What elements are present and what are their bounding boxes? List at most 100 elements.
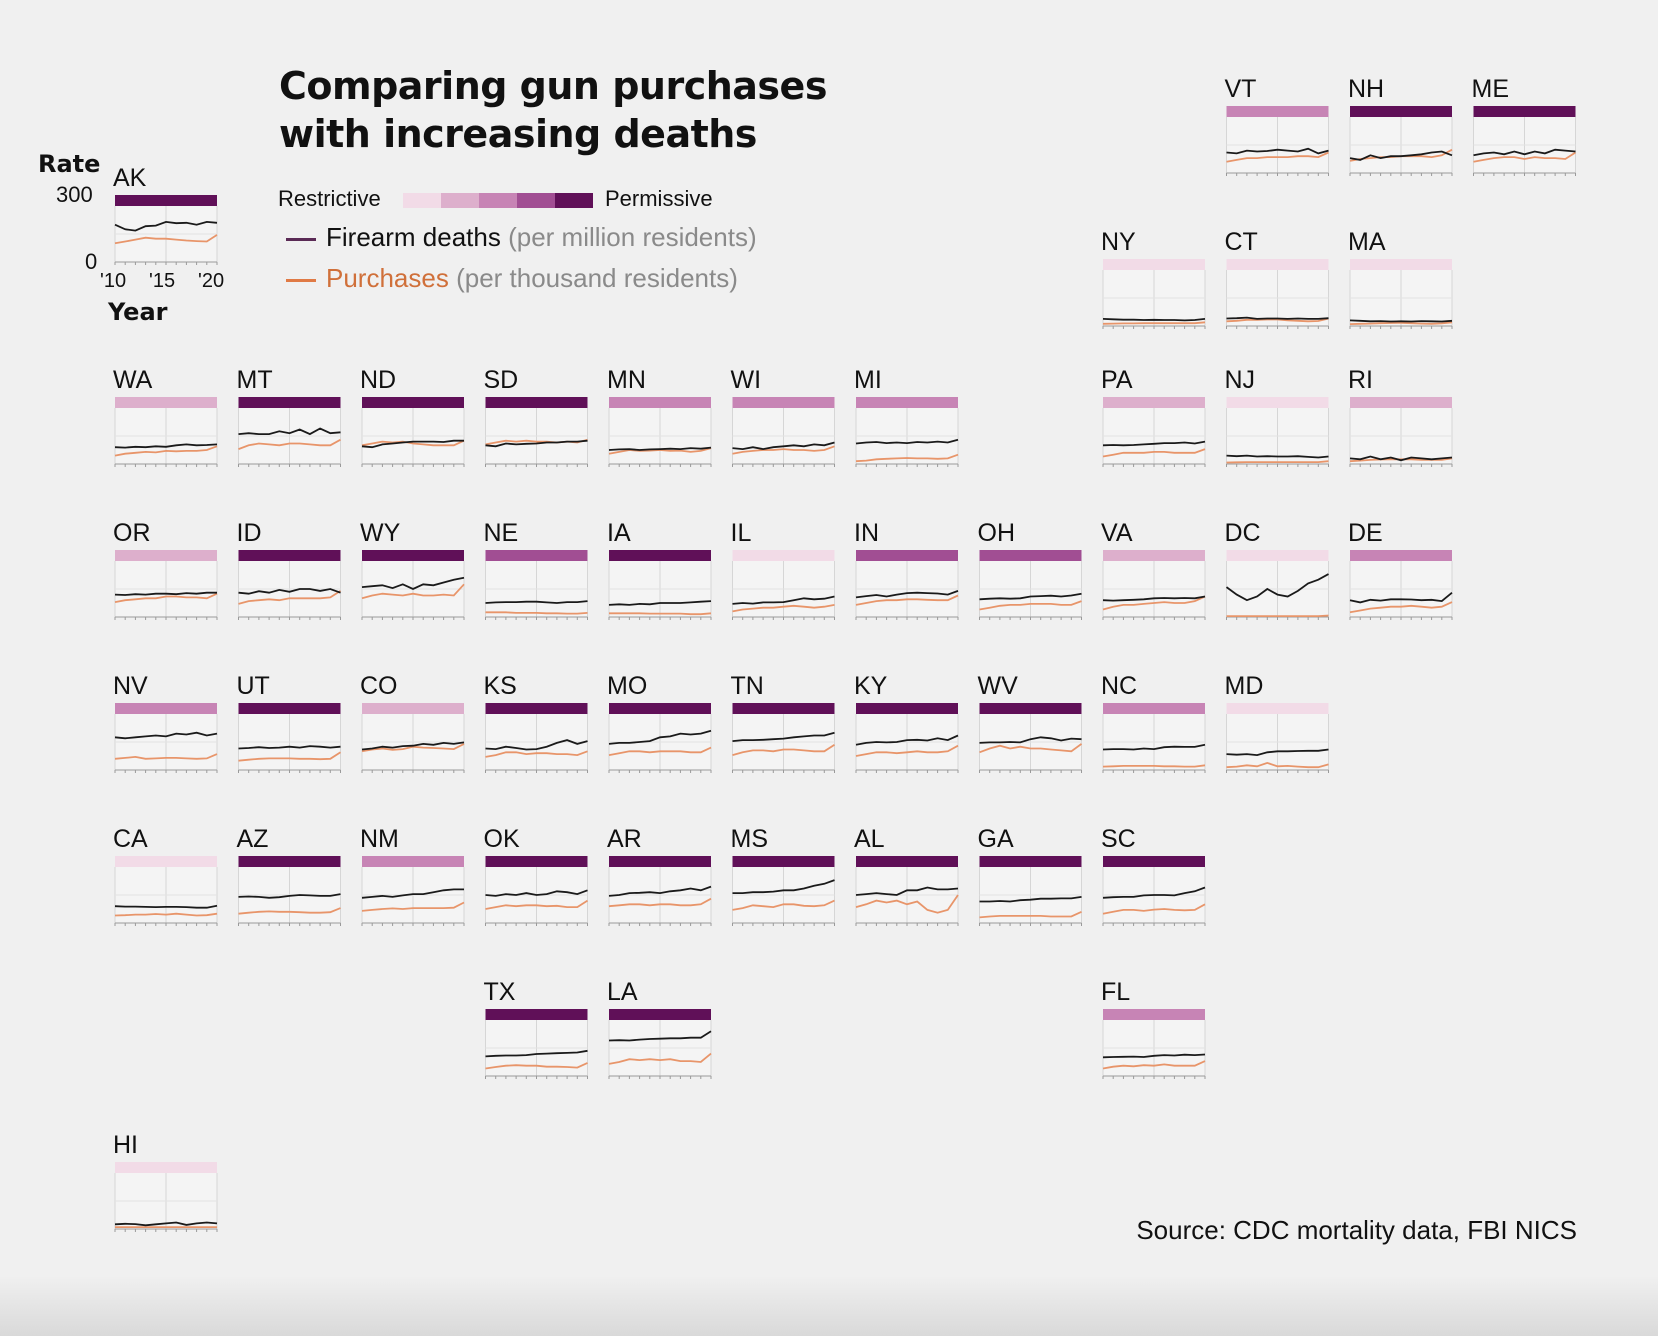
state-panel-ut: UT [237,672,341,773]
purchases-line-al [855,894,959,914]
law-bar-co [362,703,464,714]
law-bar-nj [1226,397,1329,408]
deaths-line-ut [238,745,341,750]
state-panel-ky: KY [854,672,959,773]
law-bar-sc [1103,856,1205,867]
state-panel-ia: IA [607,519,712,620]
law-bar-il [732,550,835,561]
purchases-line-mo [608,746,712,756]
deaths-line-va [1102,595,1206,602]
deaths-line-mn [608,446,712,451]
state-panel-pa: PA [1101,366,1206,467]
state-label-tx: TX [484,978,516,1006]
purchases-line-wy [361,583,465,600]
state-label-nd: ND [360,366,396,394]
deaths-line-nv [114,731,218,740]
state-panel-id: ID [237,519,341,620]
purchases-line-tx [485,1062,588,1070]
law-bar-hi [115,1162,217,1173]
deaths-line-in [855,590,959,599]
purchases-line-ut [238,751,341,762]
legend-deaths-entry: Firearm deaths (per million residents) [286,222,757,253]
state-panel-vt: VT [1225,75,1329,176]
state-label-sc: SC [1101,825,1136,853]
state-panel-ms: MS [731,825,835,926]
state-label-id: ID [237,519,262,547]
state-panel-ar: AR [607,825,712,926]
deaths-line-ia [608,600,712,606]
law-bar-ct [1226,259,1329,270]
state-panel-sc: SC [1101,825,1206,926]
key-x-tick-2020: '20 [198,270,225,292]
deaths-line-mi [855,438,959,445]
law-bar-ak [115,195,217,206]
law-bar-tn [732,703,835,714]
purchases-line-ny [1102,321,1206,325]
purchases-line-nm [361,901,465,912]
law-bar-nm [362,856,464,867]
law-bar-wa [115,397,217,408]
state-label-il: IL [731,519,752,547]
deaths-line-ma [1349,319,1453,323]
legend-purchases-entry: Purchases (per thousand residents) [286,263,738,294]
law-bar-nd [362,397,464,408]
state-label-nv: NV [113,672,148,700]
state-panel-md: MD [1225,672,1329,773]
deaths-line-nd [361,439,464,449]
legend-deaths-unit: (per million residents) [508,222,757,252]
purchases-line-vt [1226,151,1329,163]
purchases-line-sc [1102,903,1206,915]
purchases-line-ky [855,744,959,757]
state-panel-ma: MA [1348,228,1453,329]
state-label-mt: MT [237,366,273,394]
state-label-al: AL [854,825,885,853]
state-panel-sd: SD [484,366,588,467]
state-panel-az: AZ [237,825,341,926]
state-label-ne: NE [484,519,519,547]
state-label-ca: CA [113,825,148,853]
law-bar-nc [1103,703,1205,714]
state-panel-nh: NH [1348,75,1453,176]
purchases-line-il [732,604,835,613]
state-panel-nv: NV [113,672,218,773]
deaths-line-tn [732,731,835,742]
purchases-line-ia [609,612,712,616]
purchases-line-fl [1102,1060,1206,1070]
state-label-in: IN [854,519,879,547]
state-panel-or: OR [113,519,218,620]
purchases-line-ok [485,899,588,910]
state-panel-ok: OK [484,825,588,926]
state-panel-ak: AK [113,164,218,265]
law-bar-ks [485,703,588,714]
deaths-line-sd [485,439,588,448]
law-bar-wv [979,703,1082,714]
state-label-ma: MA [1348,228,1386,256]
state-label-or: OR [113,519,151,547]
purchases-line-nd [361,439,465,447]
state-panel-nj: NJ [1225,366,1329,467]
law-bar-ut [238,703,341,714]
state-label-ut: UT [237,672,270,700]
deaths-line-ca [114,904,218,909]
deaths-line-nj [1226,454,1329,459]
key-y-min-label: 0 [85,249,98,274]
purchases-line-ak [114,234,218,245]
state-panel-mn: MN [607,366,712,467]
deaths-line-nc [1102,743,1206,751]
state-panel-nd: ND [360,366,465,467]
deaths-line-md [1226,748,1329,757]
state-label-wy: WY [360,519,401,547]
key-y-axis-label: Rate [38,150,101,178]
law-bar-mo [609,703,711,714]
law-bar-oh [979,550,1082,561]
deaths-line-co [361,741,465,751]
state-label-nj: NJ [1225,366,1256,394]
state-label-la: LA [607,978,638,1006]
state-label-nm: NM [360,825,399,853]
state-label-mi: MI [854,366,882,394]
purchases-line-me [1473,151,1576,163]
state-panel-va: VA [1101,519,1206,620]
law-bar-ok [485,856,588,867]
deaths-line-wa [114,443,218,449]
